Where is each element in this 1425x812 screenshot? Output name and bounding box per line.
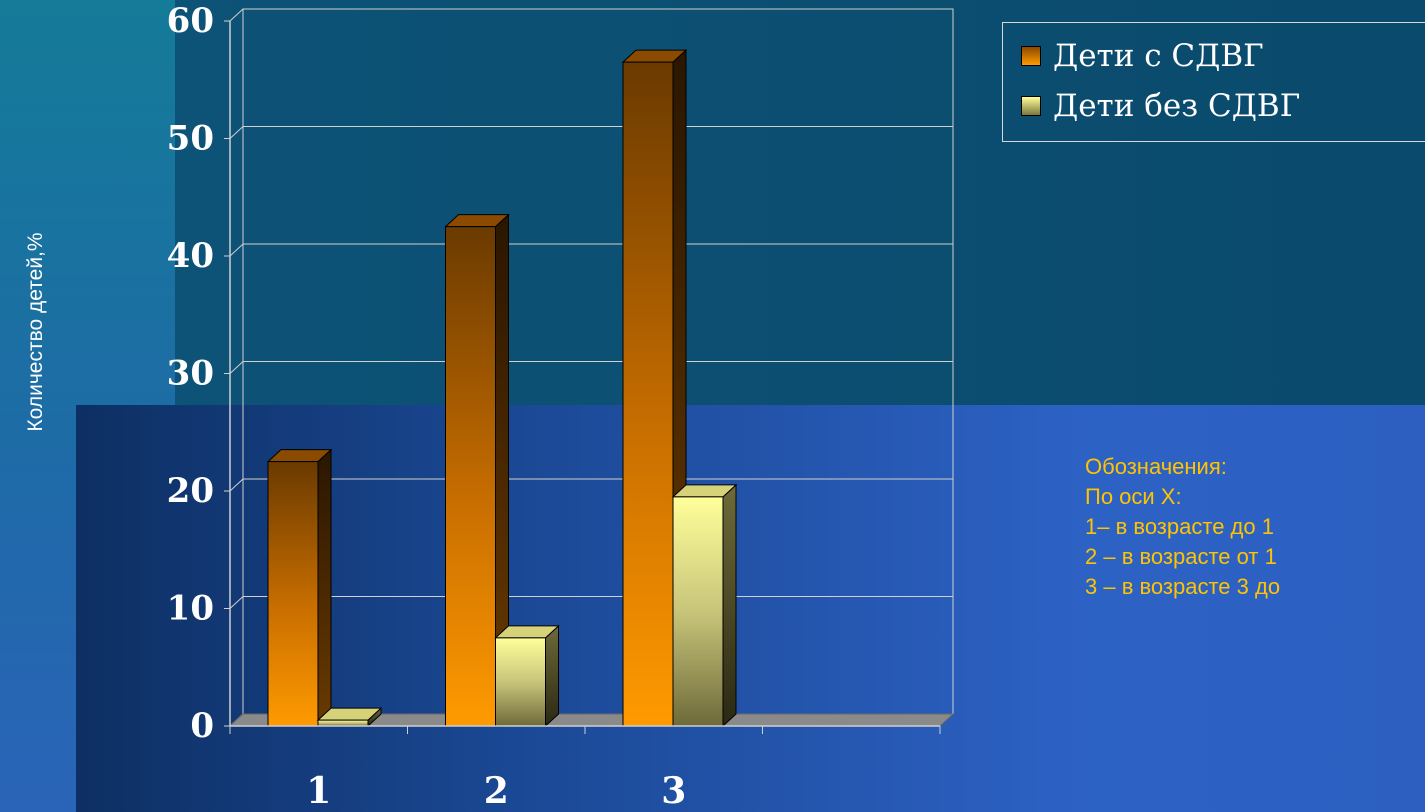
axis-layer: 0 10 20 30 40 50 60 1 2 3 <box>167 1 941 812</box>
y-tick-label: 50 <box>167 119 214 159</box>
bar-front <box>267 461 319 727</box>
bar-chart: 0 10 20 30 40 50 60 1 2 3 <box>167 1 955 812</box>
bar <box>316 706 383 728</box>
bar-front <box>672 496 724 727</box>
legend-swatch-with-adhd <box>1021 46 1041 66</box>
bar-side <box>722 483 737 728</box>
bar <box>494 624 560 728</box>
y-tick-label: 40 <box>167 236 214 276</box>
notes-item-2: 2 – в возрасте от 1 <box>1085 544 1277 569</box>
legend-swatch-without-adhd <box>1021 96 1041 116</box>
bar-front <box>622 61 674 727</box>
side-wall-line <box>229 243 244 257</box>
side-wall-line <box>229 126 244 139</box>
grid-layer <box>228 8 955 727</box>
y-tick-label: 20 <box>167 471 214 511</box>
notes-axis: По оси X: <box>1085 484 1182 509</box>
x-tick-label: 2 <box>484 770 509 812</box>
side-wall-line <box>229 596 244 609</box>
y-tick-label: 60 <box>167 1 214 41</box>
legend-label-with-adhd: Дети с СДВГ <box>1053 38 1264 74</box>
bar-side <box>317 448 332 728</box>
x-tick-label: 1 <box>306 770 331 812</box>
legend-item-without-adhd: Дети без СДВГ <box>1021 86 1300 126</box>
bar <box>266 448 333 728</box>
y-tick-label: 30 <box>167 354 214 394</box>
notes-title: Обозначения: <box>1085 454 1227 479</box>
side-wall-line <box>229 478 244 492</box>
side-wall-line <box>229 8 244 22</box>
bar-front <box>495 637 546 727</box>
side-wall-line <box>229 361 244 374</box>
y-tick-label: 10 <box>167 589 214 629</box>
legend-item-with-adhd: Дети с СДВГ <box>1021 36 1264 76</box>
bar-front <box>317 719 369 727</box>
bar <box>671 483 738 728</box>
background-top-panel <box>175 0 1425 405</box>
notes-annotation: Обозначения: По оси X: 1– в возрасте до … <box>1085 452 1425 602</box>
legend-label-without-adhd: Дети без СДВГ <box>1053 88 1301 124</box>
bar-front <box>445 226 496 727</box>
notes-item-1: 1– в возрасте до 1 <box>1085 514 1274 539</box>
bar-side <box>545 624 559 728</box>
x-tick-label: 3 <box>661 770 686 812</box>
notes-item-3: 3 – в возрасте 3 до <box>1085 574 1281 599</box>
bar-layer <box>266 48 738 728</box>
y-tick-label: 0 <box>190 706 214 746</box>
legend: Дети с СДВГ Дети без СДВГ <box>1002 22 1425 142</box>
